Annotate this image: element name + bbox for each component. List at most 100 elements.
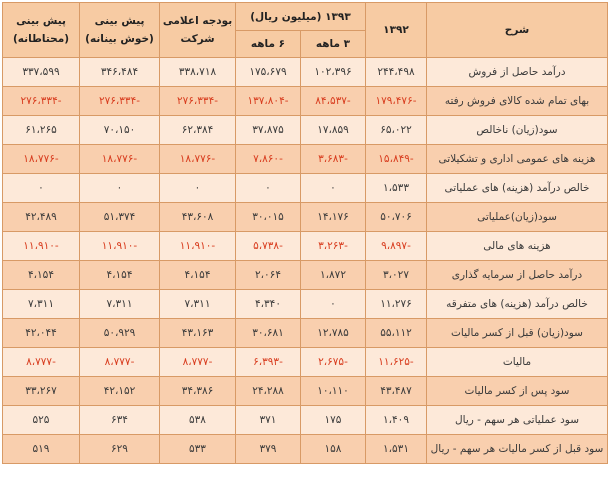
cell-forecast-optimistic: -۱۸،۷۷۶ [79,144,160,174]
cell-forecast-optimistic: ۶۳۴ [79,405,160,435]
row-description: خالص درآمد (هزینه) های متفرقه [426,289,608,319]
row-description: درآمد حاصل از سرمایه گذاری [426,260,608,290]
header-6-month: ۶ ماهه [235,30,301,58]
cell-forecast-conservative: ۶۱،۲۶۵ [2,115,80,145]
cell-1392: -۱۵،۸۴۹ [365,144,427,174]
cell-budget: ۳۴،۳۸۶ [159,376,236,406]
cell-6-month: -۷،۸۶۰ [235,144,301,174]
table-row: هزینه های عمومی اداری و تشکیلاتی -۱۵،۸۴۹-… [2,144,608,174]
cell-forecast-optimistic: ۴،۱۵۴ [79,260,160,290]
cell-budget: ۵۳۸ [159,405,236,435]
cell-6-month: ۱۷۵،۶۷۹ [235,57,301,87]
cell-budget: -۱۸،۷۷۶ [159,144,236,174]
financial-statement-table: شرح ۱۳۹۲ ۱۳۹۳ (میلیون ریال) بودجه اعلامی… [2,2,608,464]
row-description: سود قبل از کسر مالیات هر سهم - ریال [426,434,608,464]
cell-6-month: -۵،۷۳۸ [235,231,301,261]
cell-budget: ۴،۱۵۴ [159,260,236,290]
row-description: سود(زیان) ناخالص [426,115,608,145]
table-row: خالص درآمد (هزینه) های متفرقه ۱۱،۲۷۶ ۰ ۴،۳۴… [2,289,608,319]
cell-6-month: ۳۷۹ [235,434,301,464]
cell-forecast-optimistic: ۴۲،۱۵۲ [79,376,160,406]
row-description: خالص درآمد (هزینه) های عملیاتی [426,173,608,203]
cell-forecast-optimistic: ۵۱،۳۷۴ [79,202,160,232]
table-row: سود عملیاتی هر سهم - ریال ۱،۴۰۹ ۱۷۵ ۳۷۱ ۵۳۸ ۶… [2,405,608,435]
cell-1392: ۳،۰۲۷ [365,260,427,290]
cell-6-month: ۳۷۱ [235,405,301,435]
table-row: سود پس از کسر مالیات ۴۳،۴۸۷ ۱۰،۱۱۰ ۲۴،۲۸۸ ۳۴… [2,376,608,406]
cell-1392: ۲۴۴،۴۹۸ [365,57,427,87]
cell-forecast-conservative: ۴۲،۰۴۴ [2,318,80,348]
cell-budget: ۰ [159,173,236,203]
table-row: درآمد حاصل از سرمایه گذاری ۳،۰۲۷ ۱،۸۷۲ ۲،۰۶… [2,260,608,290]
row-description: سود پس از کسر مالیات [426,376,608,406]
table-row: بهای تمام شده کالای فروش رفته -۱۷۹،۴۷۶ -۸۴… [2,86,608,116]
cell-forecast-conservative: -۱۸،۷۷۶ [2,144,80,174]
row-description: هزینه های عمومی اداری و تشکیلاتی [426,144,608,174]
cell-forecast-optimistic: -۲۷۶،۳۳۴ [79,86,160,116]
cell-3-month: -۲،۶۷۵ [300,347,366,377]
table-row: هزینه های مالی -۹،۸۹۷ -۳،۲۶۳ -۵،۷۳۸ -۱۱،۹۱۰-… [2,231,608,261]
cell-budget: ۴۳،۶۰۸ [159,202,236,232]
table-row: سود قبل از کسر مالیات هر سهم - ریال ۱،۵۳۱… [2,434,608,464]
cell-forecast-conservative: ۴،۱۵۴ [2,260,80,290]
header-year-1393: ۱۳۹۳ (میلیون ریال) [235,2,366,31]
table-row: مالیات -۱۱،۶۲۵ -۲،۶۷۵ -۶،۳۹۳ -۸،۷۷۷ -۸،۷۷۷ -۸،… [2,347,608,377]
cell-forecast-conservative: ۳۳،۲۶۷ [2,376,80,406]
table-row: سود(زیان) قبل از کسر مالیات ۵۵،۱۱۲ ۱۲،۷۸۵ ۳… [2,318,608,348]
cell-1392: ۱۱،۲۷۶ [365,289,427,319]
cell-forecast-optimistic: -۸،۷۷۷ [79,347,160,377]
cell-1392: -۹،۸۹۷ [365,231,427,261]
cell-3-month: ۰ [300,173,366,203]
header-company-budget: بودجه اعلامی شرکت [159,2,236,58]
cell-3-month: ۱۲،۷۸۵ [300,318,366,348]
cell-3-month: -۸۴،۵۳۷ [300,86,366,116]
cell-1392: ۱،۴۰۹ [365,405,427,435]
cell-budget: ۵۳۳ [159,434,236,464]
cell-budget: ۴۳،۱۶۳ [159,318,236,348]
cell-3-month: -۳،۲۶۳ [300,231,366,261]
cell-6-month: ۴،۳۴۰ [235,289,301,319]
table-row: خالص درآمد (هزینه) های عملیاتی ۱،۵۳۳ ۰ ۰ ۰ ۰ ۰ [2,173,608,203]
cell-3-month: ۱۷۵ [300,405,366,435]
cell-forecast-optimistic: ۵۰،۹۲۹ [79,318,160,348]
cell-forecast-conservative: ۵۲۵ [2,405,80,435]
cell-budget: ۶۲،۳۸۴ [159,115,236,145]
cell-forecast-conservative: ۳۳۷،۵۹۹ [2,57,80,87]
cell-3-month: ۱۰،۱۱۰ [300,376,366,406]
cell-6-month: ۲،۰۶۴ [235,260,301,290]
cell-forecast-conservative: ۷،۳۱۱ [2,289,80,319]
table-row: سود(زیان) ناخالص ۶۵،۰۲۲ ۱۷،۸۵۹ ۳۷،۸۷۵ ۶۲،۳۸۴… [2,115,608,145]
cell-forecast-conservative: -۲۷۶،۳۳۴ [2,86,80,116]
cell-6-month: ۳۷،۸۷۵ [235,115,301,145]
row-description: سود(زیان)عملیاتی [426,202,608,232]
cell-6-month: ۲۴،۲۸۸ [235,376,301,406]
cell-budget: -۱۱،۹۱۰ [159,231,236,261]
cell-3-month: ۱۰۲،۳۹۶ [300,57,366,87]
cell-forecast-conservative: ۵۱۹ [2,434,80,464]
table-header: شرح ۱۳۹۲ ۱۳۹۳ (میلیون ریال) بودجه اعلامی… [2,2,608,58]
header-forecast-optimistic: پیش بینی (خوش بینانه) [79,2,160,58]
cell-budget: -۲۷۶،۳۳۴ [159,86,236,116]
row-description: مالیات [426,347,608,377]
cell-forecast-optimistic: ۷۰،۱۵۰ [79,115,160,145]
row-description: بهای تمام شده کالای فروش رفته [426,86,608,116]
cell-3-month: -۳،۶۸۳ [300,144,366,174]
cell-1392: ۴۳،۴۸۷ [365,376,427,406]
row-description: درآمد حاصل از فروش [426,57,608,87]
cell-1392: ۶۵،۰۲۲ [365,115,427,145]
cell-1392: ۵۵،۱۱۲ [365,318,427,348]
cell-3-month: ۱،۸۷۲ [300,260,366,290]
row-description: سود عملیاتی هر سهم - ریال [426,405,608,435]
cell-forecast-conservative: -۸،۷۷۷ [2,347,80,377]
cell-budget: -۸،۷۷۷ [159,347,236,377]
cell-6-month: ۳۰،۰۱۵ [235,202,301,232]
header-year-1392: ۱۳۹۲ [365,2,427,58]
cell-3-month: ۱۴،۱۷۶ [300,202,366,232]
table-body: درآمد حاصل از فروش ۲۴۴،۴۹۸ ۱۰۲،۳۹۶ ۱۷۵،۶۷۹ ۳… [2,57,608,464]
cell-forecast-optimistic: ۰ [79,173,160,203]
row-description: سود(زیان) قبل از کسر مالیات [426,318,608,348]
cell-1392: ۱،۵۳۳ [365,173,427,203]
row-description: هزینه های مالی [426,231,608,261]
cell-forecast-optimistic: ۷،۳۱۱ [79,289,160,319]
